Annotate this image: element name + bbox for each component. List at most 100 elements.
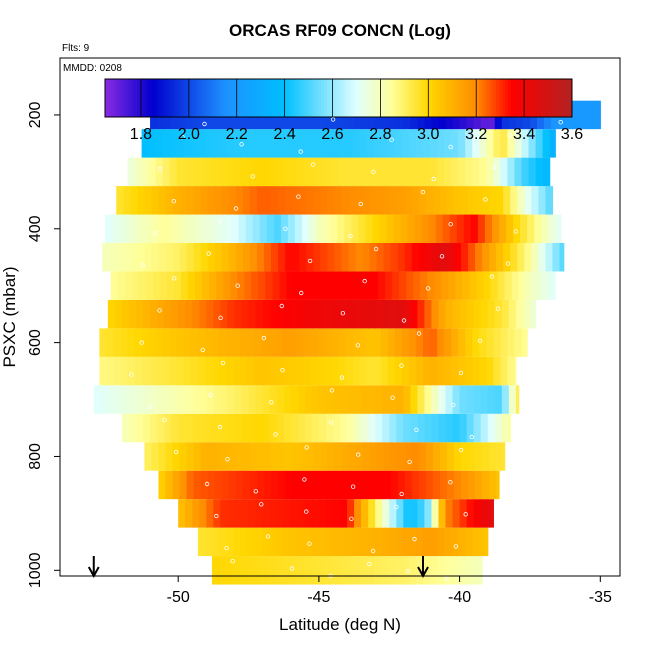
heat-cell [217,214,226,243]
heat-cell [361,385,369,414]
observation-point [416,331,422,336]
heat-cell [242,186,251,215]
heat-cell [218,527,227,557]
heat-cell [332,499,341,528]
heat-cell [226,129,234,158]
heat-cell [394,356,403,386]
heat-cell [126,214,134,243]
heat-cell [233,157,241,187]
heat-cell [162,328,171,357]
heat-cell [347,413,355,443]
heat-cell [283,499,292,528]
heat-cell [475,470,483,500]
colorbar-segment [224,79,229,117]
colorbar-segment [110,79,115,117]
heat-cell [186,442,195,471]
heat-cell [271,442,279,471]
observation-point [225,457,230,462]
heat-cell [458,328,466,357]
heat-cell [226,356,234,386]
colorbar-segment [496,79,500,117]
heat-cell [130,243,138,272]
heat-cell [468,470,476,500]
heat-cell [249,243,258,272]
colorbar-segment [563,79,567,117]
heat-cell [303,129,312,158]
heat-cell [511,271,520,300]
heat-cell [164,385,172,414]
heat-cell [172,442,181,471]
heat-cell [411,243,420,272]
heat-cell [143,299,151,329]
heat-cell [200,442,209,471]
heat-cell [235,470,244,500]
heat-cell [171,385,179,414]
heat-cell [218,157,227,187]
heat-cell [148,129,157,158]
heat-cell [458,157,466,187]
heat-cell [110,271,119,300]
heat-cell [135,299,144,329]
heat-cell [231,214,240,243]
heat-cell [406,271,414,300]
heat-cell [247,356,255,386]
heat-cell [382,499,390,528]
colorbar-segment [504,79,509,117]
heat-cell [508,385,517,414]
heat-cell [296,157,305,187]
heat-cell [282,556,290,585]
heat-cell [486,129,494,158]
observation-point [356,452,361,457]
colorbar-segment [318,79,322,117]
date-label: MMDD: 0208 [63,63,122,74]
heat-cell [500,157,509,187]
heat-cell [332,413,341,443]
heat-cell [487,499,494,528]
heat-cell [169,157,178,187]
colorbar-segment [405,79,410,117]
heat-cell [404,470,413,500]
colorbar-segment [116,79,121,117]
observation-point [469,434,474,440]
heat-cell [264,186,272,215]
colorbar-segment [151,79,156,117]
heat-cell [192,413,200,443]
heat-cell [366,556,375,585]
heat-cell [372,214,380,243]
colorbar-segment [446,79,450,117]
heat-cell [211,527,220,557]
heat-cell [528,157,537,187]
heat-cell [268,556,276,585]
heat-cell [514,328,523,357]
heat-cell [169,129,178,158]
observation-point [302,477,307,482]
heat-cell [445,499,454,528]
colorbar-segment [265,79,269,117]
heat-cell [289,356,297,386]
heat-cell [431,499,440,528]
heat-cell [148,157,157,187]
colorbar-segment [417,79,421,117]
heat-cell [489,186,497,215]
observation-point [451,402,456,408]
heat-cell [380,556,389,585]
heat-cell [325,385,334,414]
heat-cell [521,157,530,187]
heat-cell [310,157,319,187]
heat-cell [507,157,516,187]
heat-cell [199,385,207,414]
heat-cell [424,385,433,414]
heat-cell [362,186,371,215]
colorbar-segment [195,79,199,117]
heat-cell [304,299,313,329]
heat-cell [341,186,350,215]
heat-cell [289,129,297,158]
heat-cell [306,186,314,215]
heat-cell [399,271,407,300]
heat-cell [438,499,447,528]
heat-cell [197,157,206,187]
heat-cell [254,129,262,158]
observation-point [458,370,464,376]
heat-cell [403,385,411,414]
heat-cell [289,527,297,557]
